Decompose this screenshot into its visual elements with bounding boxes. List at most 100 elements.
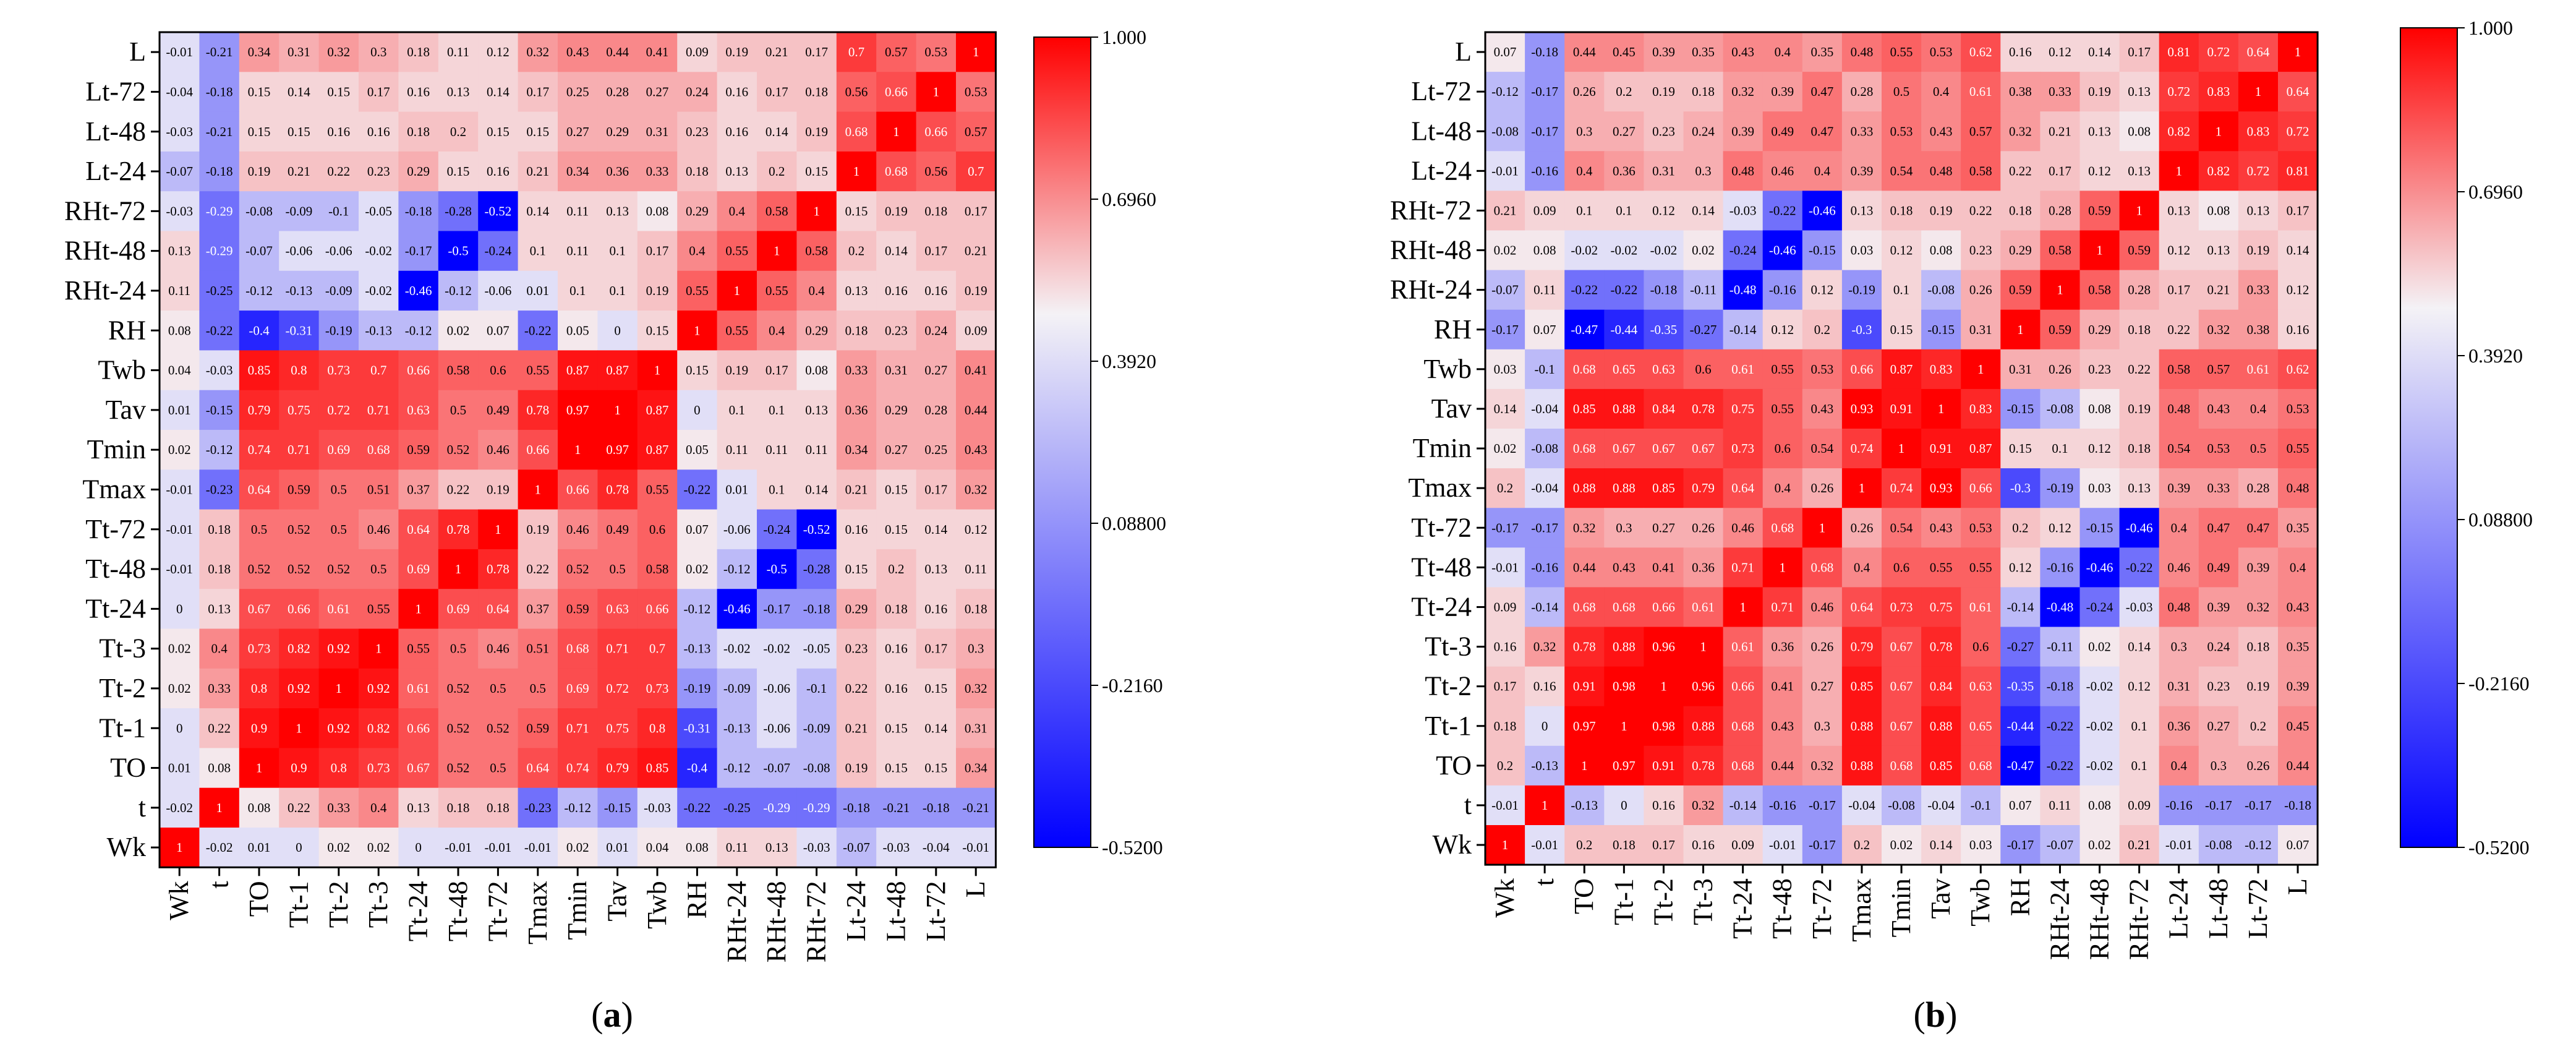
heatmap-cell: [2040, 508, 2081, 548]
cell-value-label: -0.12: [723, 761, 751, 776]
heatmap-cell: [160, 231, 200, 272]
cell-value-label: 0.09: [1533, 203, 1556, 218]
cell-value-label: 0.15: [885, 522, 908, 537]
heatmap-cell: [1644, 270, 1684, 310]
row-tick-label: Tt-1: [1425, 711, 1472, 741]
heatmap-cell: [1921, 547, 1961, 588]
heatmap-cell: [279, 111, 320, 152]
heatmap-cell: [2198, 825, 2239, 865]
cell-value-label: -0.17: [2245, 798, 2272, 813]
cell-value-label: -0.03: [206, 363, 233, 378]
cell-value-label: -0.06: [325, 244, 352, 259]
cell-value-label: 0.1: [729, 403, 745, 417]
cell-value-label: 0.84: [1652, 401, 1675, 416]
cell-value-label: 0.72: [2167, 84, 2190, 99]
cell-value-label: 0.19: [487, 482, 510, 497]
heatmap-cell: [2278, 270, 2318, 310]
heatmap-cell: [160, 509, 200, 550]
cell-value-label: -0.28: [803, 562, 830, 576]
heatmap-cell: [916, 509, 957, 550]
heatmap-cell: [1683, 151, 1724, 191]
heatmap-cell: [2040, 230, 2081, 271]
heatmap-cell: [359, 231, 399, 272]
cell-value-label: 1: [1542, 798, 1548, 813]
heatmap-cell: [1762, 627, 1803, 667]
heatmap-cell: [916, 668, 957, 709]
cell-value-label: -0.14: [1531, 599, 1558, 614]
heatmap-cell: [2079, 785, 2120, 826]
cell-value-label: 0.02: [367, 840, 390, 855]
row-tick-label: RHt-48: [1390, 235, 1472, 265]
heatmap-cell: [2119, 349, 2160, 390]
heatmap-cell: [1644, 825, 1684, 865]
cell-value-label: 0.11: [965, 562, 987, 576]
heatmap-cell: [518, 270, 558, 311]
heatmap-cell: [279, 668, 320, 709]
heatmap-cell: [2238, 706, 2279, 747]
cell-value-label: -0.18: [843, 800, 870, 815]
heatmap-cell: [2000, 151, 2041, 191]
heatmap-cell: [597, 72, 638, 113]
heatmap-cell: [916, 151, 957, 192]
cell-value-label: 0.58: [805, 244, 828, 259]
heatmap-cell: [1604, 349, 1644, 390]
cell-value-label: 0.17: [2167, 283, 2190, 298]
cell-value-label: 0.27: [1652, 520, 1675, 535]
cell-value-label: 0.14: [288, 84, 310, 99]
heatmap-cell: [2040, 547, 2081, 588]
cell-value-label: 1: [2017, 322, 2024, 337]
heatmap-cell: [836, 32, 877, 72]
heatmap-cell: [1604, 508, 1644, 548]
cell-value-label: 0.91: [1890, 401, 1913, 416]
heatmap-cell: [1604, 468, 1644, 508]
cell-value-label: -0.01: [166, 562, 193, 576]
heatmap-cell: [2000, 468, 2041, 508]
cell-value-label: 0.14: [526, 203, 549, 218]
heatmap-cell: [359, 549, 399, 589]
heatmap-cell: [1882, 706, 1922, 747]
heatmap-cell: [199, 151, 240, 192]
cell-value-label: -0.1: [1971, 798, 1991, 813]
heatmap-cell: [199, 708, 240, 748]
cell-value-label: 0.17: [924, 244, 947, 259]
heatmap-cell: [2159, 270, 2199, 310]
cell-value-label: 0.19: [725, 45, 748, 59]
heatmap-cell: [836, 151, 877, 192]
cell-value-label: 0.2: [2012, 520, 2028, 535]
heatmap-cell: [359, 72, 399, 113]
heatmap-cell: [916, 350, 957, 391]
cell-value-label: 0.47: [1810, 124, 1833, 139]
heatmap-cell: [1644, 191, 1684, 231]
heatmap-cell: [318, 708, 359, 748]
cell-value-label: 0.15: [845, 203, 868, 218]
cell-value-label: 0.55: [407, 641, 430, 656]
cell-value-label: -0.35: [2007, 679, 2034, 694]
heatmap-cell: [876, 350, 917, 391]
heatmap-cell: [717, 231, 757, 272]
heatmap-cell: [199, 748, 240, 789]
cell-value-label: 0.28: [2128, 283, 2151, 298]
heatmap-cell: [2079, 349, 2120, 390]
cell-value-label: -0.18: [405, 203, 432, 218]
cell-value-label: 0.03: [1494, 362, 1517, 377]
row-tick-label: Lt-72: [1411, 76, 1472, 106]
cell-value-label: -0.4: [687, 761, 708, 776]
heatmap-cell: [398, 191, 439, 232]
heatmap-cell: [1683, 388, 1724, 429]
cell-value-label: 0.19: [646, 283, 669, 298]
heatmap-cell: [558, 589, 598, 630]
heatmap-cell: [2159, 191, 2199, 231]
heatmap-cell: [558, 668, 598, 709]
heatmap-cell: [398, 32, 439, 72]
heatmap-cell: [160, 589, 200, 630]
cell-value-label: 0.75: [1731, 401, 1754, 416]
heatmap-cell: [1644, 627, 1684, 667]
cell-value-label: 0.11: [726, 442, 748, 457]
heatmap-cell: [1882, 627, 1922, 667]
cell-value-label: 0: [415, 840, 422, 855]
row-tick-label: Tt-1: [99, 713, 146, 743]
cell-value-label: 0.31: [885, 363, 908, 378]
cell-value-label: -0.48: [2047, 599, 2074, 614]
heatmap-cell: [438, 708, 479, 748]
row-tick-label: Tt-48: [1411, 552, 1472, 582]
